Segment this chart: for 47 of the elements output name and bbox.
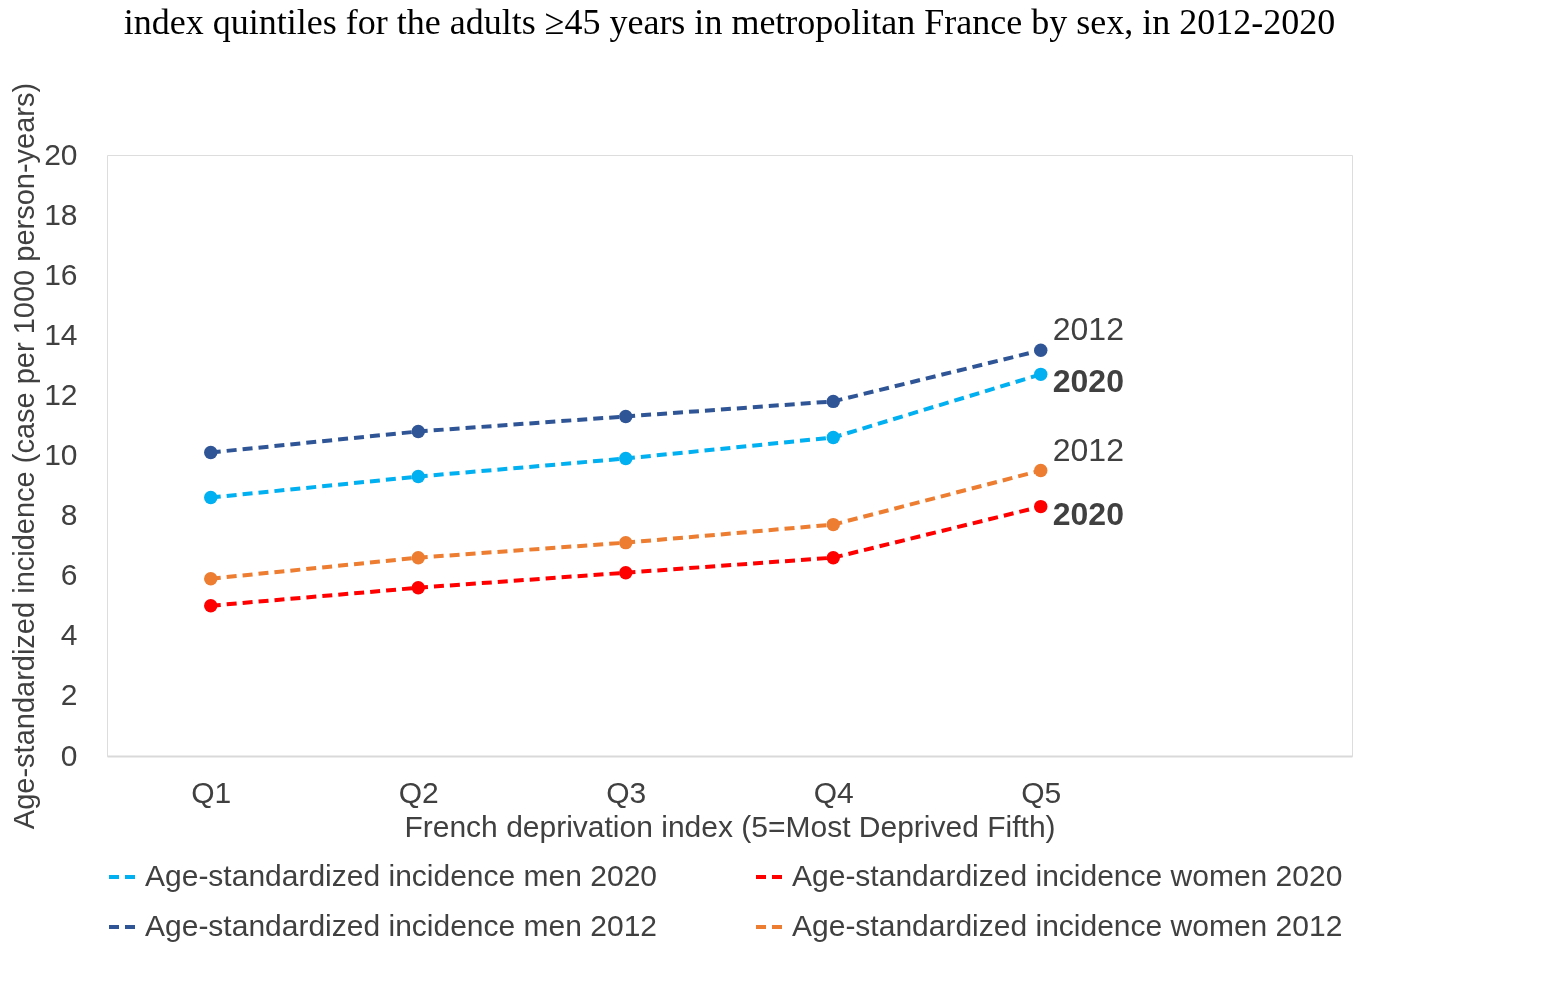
point bbox=[411, 469, 425, 484]
x-tick-label: Q2 bbox=[398, 775, 439, 809]
annotation: 2020 bbox=[1052, 363, 1124, 400]
y-tick-label: 10 bbox=[44, 438, 78, 471]
x-tick-label: Q3 bbox=[606, 775, 647, 809]
x-tick-label: Q1 bbox=[191, 775, 232, 809]
annotation: 2012 bbox=[1052, 311, 1124, 348]
point bbox=[411, 550, 425, 565]
x-tick-label: Q4 bbox=[813, 775, 854, 809]
y-tick-label: 12 bbox=[44, 377, 78, 411]
y-tick-label: 6 bbox=[60, 558, 78, 592]
y-tick-label: 2 bbox=[60, 678, 78, 712]
point bbox=[204, 445, 218, 460]
point bbox=[619, 566, 633, 580]
point bbox=[411, 581, 425, 595]
point bbox=[204, 490, 218, 505]
point bbox=[1034, 367, 1048, 382]
y-tick-label: 8 bbox=[60, 498, 78, 532]
point bbox=[826, 394, 840, 409]
point bbox=[1034, 499, 1048, 514]
legend-label: Age-standardized incidence women 2012 bbox=[792, 909, 1343, 942]
y-tick-label: 4 bbox=[60, 618, 78, 652]
point bbox=[619, 535, 633, 550]
x-tick-label: Q5 bbox=[1021, 775, 1062, 809]
y-tick-label: 20 bbox=[44, 137, 78, 171]
legend-label: Age-standardized incidence women 2020 bbox=[792, 859, 1343, 892]
y-axis-title: Age-standardized incidence (case per 1000 person-years) bbox=[8, 82, 41, 830]
y-tick-label: 18 bbox=[44, 197, 78, 231]
point bbox=[204, 572, 218, 586]
annotation: 2012 bbox=[1052, 431, 1124, 468]
point bbox=[1034, 343, 1048, 358]
legend-label: Age-standardized incidence men 2020 bbox=[145, 859, 658, 892]
point bbox=[619, 451, 633, 466]
legend-label: Age-standardized incidence men 2012 bbox=[145, 909, 658, 942]
point bbox=[411, 424, 425, 439]
point bbox=[1034, 463, 1048, 478]
point bbox=[826, 430, 840, 445]
x-axis-title: French deprivation index (5=Most Deprived Fifth) bbox=[404, 809, 1056, 843]
y-tick-label: 16 bbox=[44, 257, 78, 291]
point bbox=[619, 409, 633, 424]
chart-title: index quintiles for the adults ≥45 years in metropolitan France by sex, in 2012-2020 bbox=[123, 2, 1336, 43]
point bbox=[204, 599, 218, 613]
point bbox=[826, 517, 840, 532]
point bbox=[826, 550, 840, 565]
y-tick-label: 0 bbox=[60, 738, 78, 772]
annotation: 2020 bbox=[1052, 495, 1124, 532]
y-tick-label: 14 bbox=[44, 317, 78, 351]
